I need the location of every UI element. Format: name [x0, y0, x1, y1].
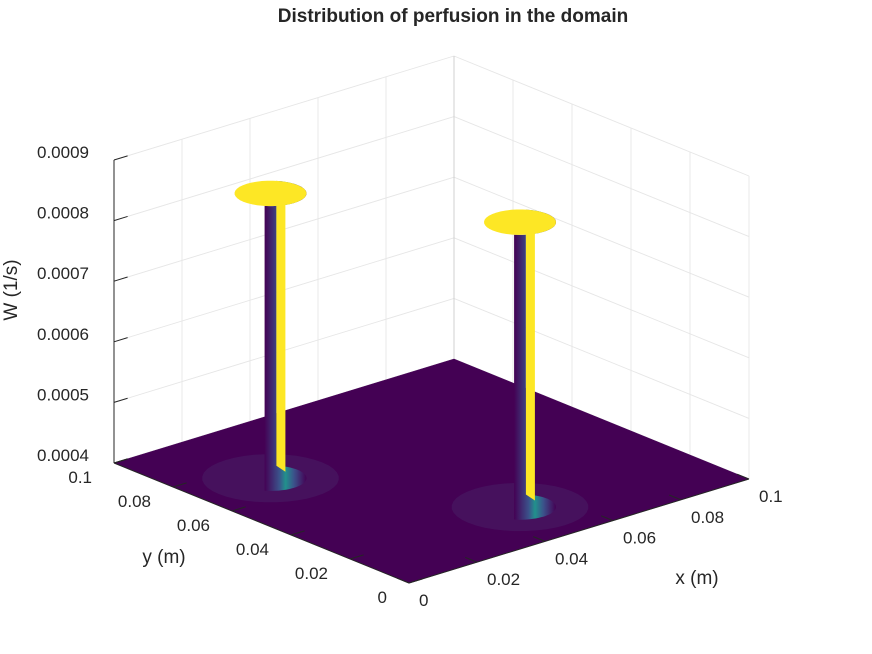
- y-tick-label: 0.1: [68, 468, 92, 487]
- y-axis-label: y (m): [142, 547, 185, 568]
- z-tick: [113, 215, 128, 222]
- axes: [113, 155, 750, 584]
- peak-top: [484, 209, 556, 235]
- y-tick-label: 0.02: [295, 564, 328, 583]
- chart-title: Distribution of perfusion in the domain: [278, 6, 628, 27]
- y-tick: [172, 482, 187, 488]
- x-axis-label: x (m): [675, 568, 718, 589]
- y-tick-label: 0: [378, 588, 387, 607]
- y-tick: [231, 506, 246, 512]
- x-tick: [669, 494, 682, 501]
- grid-line: [113, 55, 455, 161]
- peak: [202, 180, 339, 503]
- x-tick-label: 0.04: [555, 549, 588, 568]
- peak-wall: [264, 180, 307, 491]
- z-tick: [113, 458, 128, 464]
- x-tick: [737, 473, 750, 480]
- y-axis-line: [113, 462, 410, 584]
- z-tick-label: 0.0006: [37, 325, 89, 344]
- y-tick: [349, 554, 364, 560]
- x-tick: [533, 536, 546, 542]
- z-tick: [113, 276, 128, 282]
- x-tick: [601, 515, 614, 522]
- grid-line: [453, 297, 750, 419]
- x-tick-label: 0.08: [691, 508, 724, 527]
- grid-line: [453, 176, 750, 298]
- peak-wall: [514, 209, 556, 520]
- y-tick-label: 0.06: [177, 516, 210, 535]
- x-axis-line: [408, 478, 750, 584]
- z-tick-label: 0.0007: [37, 264, 89, 283]
- z-tick-label: 0.0005: [37, 385, 89, 404]
- x-tick: [397, 577, 410, 584]
- y-tick: [290, 530, 305, 536]
- z-tick: [113, 155, 128, 161]
- peak-top: [234, 180, 307, 207]
- y-tick-label: 0.08: [118, 492, 151, 511]
- tick-labels: 0 0.02 0.04 0.06 0.08 0.1 0 0.02 0.04 0.06 0.08 0.1…: [37, 143, 783, 610]
- x-tick: [465, 556, 478, 563]
- z-tick: [113, 337, 128, 343]
- peak-edge: [525, 209, 535, 501]
- x-tick-label: 0.1: [759, 487, 783, 506]
- x-tick-label: 0.02: [487, 570, 520, 589]
- peak: [451, 209, 589, 532]
- grid-line: [113, 116, 455, 222]
- peak-edge: [276, 180, 286, 472]
- z-tick-label: 0.0004: [37, 446, 89, 465]
- z-axis-label: W (1/s): [1, 259, 22, 320]
- z-tick-label: 0.0009: [37, 143, 89, 162]
- y-tick: [408, 578, 423, 584]
- x-tick-label: 0: [419, 591, 428, 610]
- x-tick-label: 0.06: [623, 529, 656, 548]
- grid-line: [453, 237, 750, 359]
- grid-line: [453, 116, 750, 238]
- y-tick-label: 0.04: [236, 540, 269, 559]
- z-tick: [113, 397, 128, 403]
- z-tick-label: 0.0008: [37, 204, 89, 223]
- grid-line: [453, 55, 750, 177]
